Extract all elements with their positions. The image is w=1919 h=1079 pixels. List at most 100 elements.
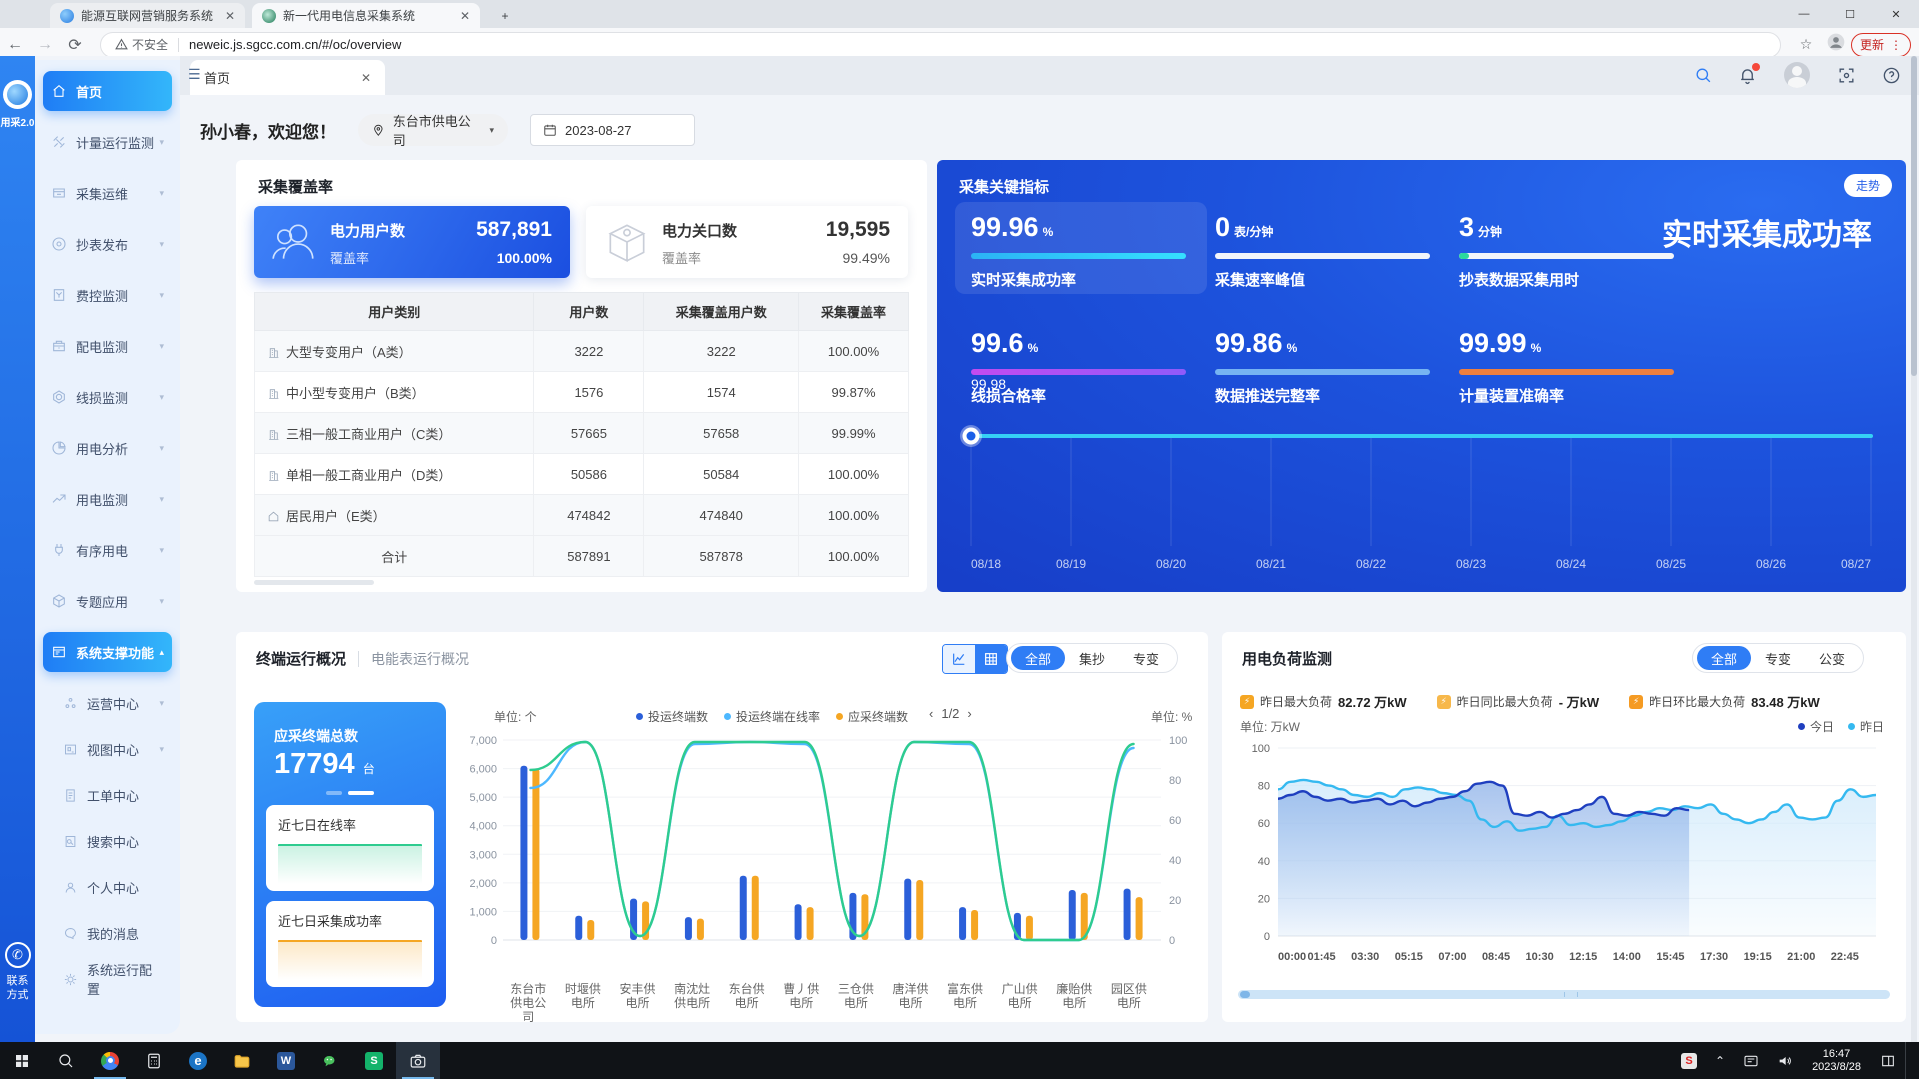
sidebar-item-18[interactable]: 我的消息 — [55, 918, 172, 948]
load-segment-2[interactable]: 专变 — [1765, 651, 1792, 667]
help-icon[interactable] — [1880, 64, 1902, 86]
terminal-segment-2[interactable]: 集抄 — [1079, 651, 1106, 667]
search-icon[interactable] — [1692, 64, 1714, 86]
tab-close-icon[interactable]: ✕ — [224, 8, 235, 23]
bookmark-star-icon[interactable]: ☆ — [1799, 36, 1813, 52]
security-warning[interactable]: 不安全 — [115, 36, 168, 53]
forward-button[interactable]: → — [37, 35, 53, 53]
chart-view-button[interactable] — [943, 645, 975, 673]
sidebar-item-12[interactable]: 系统支撑功能 ▴ — [43, 632, 172, 672]
legend-item[interactable]: 投运终端数 — [636, 708, 708, 725]
online-rate-card[interactable]: 近七日在线率 — [266, 805, 434, 891]
tray-ime-icon[interactable] — [1743, 1053, 1759, 1069]
tray-chevron-up-icon[interactable]: ⌃ — [1715, 1053, 1726, 1068]
taskbar-wechat-icon[interactable] — [308, 1042, 352, 1079]
sidebar-item-3[interactable]: 采集运维 ▾ — [43, 173, 172, 213]
browser-profile-avatar[interactable] — [1821, 32, 1851, 57]
tab-meter-overview[interactable]: 电能表运行概况 — [371, 650, 470, 667]
reload-button[interactable]: ⟳ — [68, 36, 82, 54]
tab-terminal-overview[interactable]: 终端运行概况 — [256, 651, 347, 668]
browser-tab-2-active[interactable]: 新一代用电信息采集系统 ✕ — [252, 3, 480, 28]
sidebar-item-11[interactable]: 专题应用 ▾ — [43, 581, 172, 621]
show-desktop-button[interactable] — [1905, 1042, 1919, 1079]
sidebar-item-5[interactable]: 费控监测 ▾ — [43, 275, 172, 315]
terminal-segment-3[interactable]: 专变 — [1133, 651, 1160, 667]
page-tab-home[interactable]: 首页 ✕ — [190, 60, 385, 95]
x-axis-category: 广山供电所 — [1001, 982, 1038, 1010]
table-row[interactable]: 三相一般工商业用户（C类） 57665 57658 99.99% — [253, 412, 909, 454]
legend-item[interactable]: 今日 — [1797, 718, 1834, 735]
user-avatar[interactable] — [1784, 62, 1810, 88]
chrome-update-button[interactable]: 更新 ⋮ — [1850, 32, 1911, 57]
table-row[interactable]: 大型专变用户（A类） 3222 3222 100.00% — [253, 330, 909, 372]
org-select[interactable]: 东台市供电公司 ▾ — [358, 114, 508, 148]
tab-close-icon[interactable]: ✕ — [459, 8, 470, 23]
tray-s-badge[interactable]: S — [1681, 1052, 1697, 1069]
load-line-chart[interactable]: 0 20 40 60 80 100 00:00 01:45 03:30 05:15 07:00 08:… — [1236, 738, 1888, 986]
maximize-button[interactable]: ☐ — [1845, 8, 1855, 21]
legend-item[interactable]: 投运终端在线率 — [724, 708, 820, 725]
browser-tab-1[interactable]: 能源互联网营销服务系统 ✕ — [50, 3, 245, 28]
taskbar-word-icon[interactable]: W — [264, 1042, 308, 1079]
sidebar-item-6[interactable]: 配电监测 ▾ — [43, 326, 172, 366]
table-row[interactable]: 单相一般工商业用户（D类） 50586 50584 100.00% — [253, 453, 909, 495]
minimize-button[interactable]: — — [1798, 8, 1810, 20]
sidebar-item-17[interactable]: 个人中心 — [55, 872, 172, 902]
sidebar-item-1[interactable]: 首页 — [43, 71, 172, 111]
sidebar-item-10[interactable]: 有序用电 ▾ — [43, 530, 172, 570]
url-text[interactable]: neweic.js.sgcc.com.cn/#/oc/overview — [189, 37, 402, 52]
prev-page-button[interactable]: ‹ — [929, 706, 934, 721]
sidebar-item-19[interactable]: 系统运行配置 — [55, 963, 172, 997]
sidebar-item-9[interactable]: 用电监测 ▾ — [43, 479, 172, 519]
load-segment-3[interactable]: 公变 — [1819, 651, 1846, 667]
fullscreen-icon[interactable] — [1835, 64, 1857, 86]
table-row[interactable]: 中小型专变用户（B类） 1576 1574 99.87% — [253, 371, 909, 413]
trend-badge-button[interactable]: 走势 — [1843, 174, 1892, 197]
page-scrollbar[interactable] — [1911, 56, 1917, 1042]
sidebar-item-4[interactable]: 抄表发布 ▾ — [43, 224, 172, 264]
table-row[interactable]: 居民用户（E类） 474842 474840 100.00% — [253, 494, 909, 536]
notification-center-icon[interactable] — [1880, 1053, 1896, 1069]
datazoom-handle[interactable] — [1240, 991, 1250, 998]
trend-chart[interactable]: 08/18 08/19 08/20 08/21 08/22 08/23 08/24 08/25… — [953, 396, 1888, 581]
back-button[interactable]: ← — [7, 35, 23, 53]
table-view-button[interactable] — [975, 645, 1007, 673]
sidebar-item-2[interactable]: 计量运行监测 ▾ — [43, 122, 172, 162]
address-bar[interactable]: 不安全 neweic.js.sgcc.com.cn/#/oc/overview — [100, 31, 1781, 58]
legend-item[interactable]: 应采终端数 — [836, 708, 908, 725]
start-button[interactable] — [0, 1042, 44, 1079]
terminal-bar-chart[interactable]: 0 1,000 2,000 3,000 4,000 5,000 6,000 7,000 0 20 4… — [461, 728, 1206, 978]
collect-success-card[interactable]: 近七日采集成功率 — [266, 901, 434, 987]
tray-volume-icon[interactable] — [1777, 1053, 1793, 1069]
new-tab-button[interactable]: + — [492, 3, 518, 28]
terminal-segment-1[interactable]: 全部 — [1011, 646, 1066, 670]
taskbar-chrome-icon[interactable] — [88, 1042, 132, 1079]
taskbar-screenshot-tool-icon[interactable] — [396, 1042, 440, 1079]
contact-info-button[interactable]: ✆ 联系 方式 — [0, 942, 35, 1002]
taskbar-search-icon[interactable] — [44, 1042, 88, 1079]
tab-close-icon[interactable]: ✕ — [360, 70, 371, 85]
sidebar-item-13[interactable]: 运营中心 ▾ — [55, 688, 172, 718]
taskbar-explorer-icon[interactable] — [220, 1042, 264, 1079]
taskbar-edge-icon[interactable]: e — [176, 1042, 220, 1079]
taskbar-s-app-icon[interactable]: S — [352, 1042, 396, 1079]
sidebar-collapse-icon[interactable]: ☰ — [188, 66, 201, 82]
table-row[interactable]: 合计 587891 587878 100.00% — [253, 535, 909, 577]
bell-icon[interactable] — [1736, 64, 1758, 86]
taskbar-clock[interactable]: 16:47 2023/8/28 — [1812, 1047, 1861, 1073]
carousel-dots[interactable] — [264, 791, 436, 795]
taskbar-calculator-icon[interactable] — [132, 1042, 176, 1079]
sidebar-item-15[interactable]: 工单中心 — [55, 780, 172, 810]
load-segment-1[interactable]: 全部 — [1697, 646, 1752, 670]
datazoom-slider[interactable] — [1238, 990, 1890, 999]
sidebar-item-14[interactable]: 视图中心 ▾ — [55, 734, 172, 764]
sidebar-item-8[interactable]: 用电分析 ▾ — [43, 428, 172, 468]
kebab-menu-icon[interactable]: ⋮ — [1890, 37, 1902, 52]
next-page-button[interactable]: › — [967, 706, 972, 721]
close-button[interactable]: ✕ — [1891, 8, 1901, 21]
legend-item[interactable]: 昨日 — [1847, 718, 1884, 735]
table-scrollbar[interactable] — [254, 580, 374, 585]
date-picker[interactable]: 2023-08-27 — [530, 114, 695, 146]
sidebar-item-7[interactable]: 线损监测 ▾ — [43, 377, 172, 417]
sidebar-item-16[interactable]: 搜索中心 — [55, 826, 172, 856]
